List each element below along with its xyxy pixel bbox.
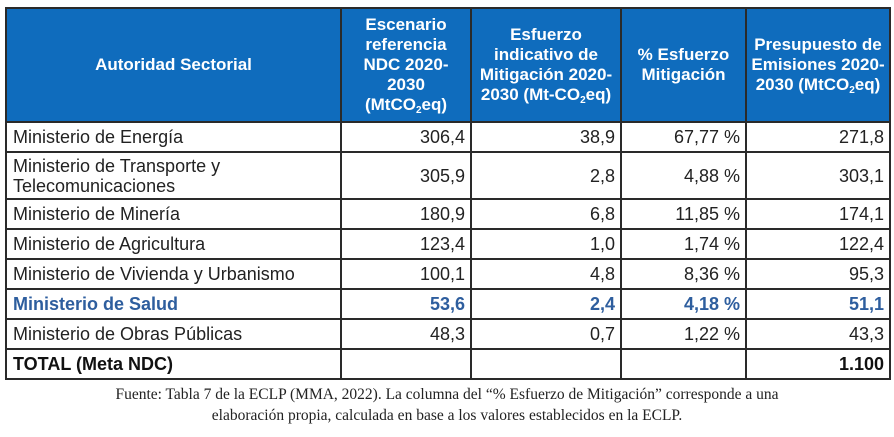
percent-cell: 1,22 % bbox=[620, 318, 747, 350]
reference-cell: 180,9 bbox=[340, 198, 472, 230]
caption-line-1: Fuente: Tabla 7 de la ECLP (MMA, 2022). … bbox=[115, 386, 779, 403]
percent-cell: 1,74 % bbox=[620, 228, 747, 260]
reference-cell: 48,3 bbox=[340, 318, 472, 350]
authority-cell: Ministerio de Salud bbox=[5, 288, 342, 320]
header-emissions-budget: Presupuesto de Emisiones 2020-2030 (MtCO… bbox=[745, 7, 891, 123]
total-effort-cell bbox=[470, 348, 622, 380]
table-row-highlighted: Ministerio de Salud 53,6 2,4 4,18 % 51,1 bbox=[5, 288, 891, 320]
table-row: Ministerio de Energía 306,4 38,9 67,77 %… bbox=[5, 121, 891, 153]
table-row: Ministerio de Transporte y Telecomunicac… bbox=[5, 151, 891, 200]
budget-cell: 95,3 bbox=[745, 258, 891, 290]
budget-cell: 51,1 bbox=[745, 288, 891, 320]
table-row: Ministerio de Obras Públicas 48,3 0,7 1,… bbox=[5, 318, 891, 350]
emissions-budget-table: Autoridad Sectorial Escenario referencia… bbox=[5, 7, 891, 380]
authority-cell: Ministerio de Transporte y Telecomunicac… bbox=[5, 151, 342, 200]
budget-cell: 122,4 bbox=[745, 228, 891, 260]
total-budget-cell: 1.100 bbox=[745, 348, 891, 380]
percent-cell: 11,85 % bbox=[620, 198, 747, 230]
effort-cell: 4,8 bbox=[470, 258, 622, 290]
percent-cell: 4,18 % bbox=[620, 288, 747, 320]
authority-cell: Ministerio de Agricultura bbox=[5, 228, 342, 260]
total-row: TOTAL (Meta NDC) 1.100 bbox=[5, 348, 891, 380]
header-reference-scenario: Escenario referencia NDC 2020-2030 (MtCO… bbox=[340, 7, 472, 123]
budget-cell: 271,8 bbox=[745, 121, 891, 153]
reference-cell: 305,9 bbox=[340, 151, 472, 200]
effort-cell: 38,9 bbox=[470, 121, 622, 153]
reference-cell: 123,4 bbox=[340, 228, 472, 260]
reference-cell: 53,6 bbox=[340, 288, 472, 320]
authority-cell: Ministerio de Obras Públicas bbox=[5, 318, 342, 350]
table-row: Ministerio de Minería 180,9 6,8 11,85 % … bbox=[5, 198, 891, 230]
header-mitigation-effort: Esfuerzo indicativo de Mitigación 2020-2… bbox=[470, 7, 622, 123]
header-authority: Autoridad Sectorial bbox=[5, 7, 342, 123]
authority-cell: Ministerio de Energía bbox=[5, 121, 342, 153]
table-caption: Fuente: Tabla 7 de la ECLP (MMA, 2022). … bbox=[0, 384, 894, 426]
total-label: TOTAL (Meta NDC) bbox=[5, 348, 342, 380]
budget-cell: 174,1 bbox=[745, 198, 891, 230]
effort-cell: 2,8 bbox=[470, 151, 622, 200]
table-row: Ministerio de Agricultura 123,4 1,0 1,74… bbox=[5, 228, 891, 260]
caption-line-2: elaboración propia, calculada en base a … bbox=[211, 407, 683, 424]
budget-cell: 303,1 bbox=[745, 151, 891, 200]
effort-cell: 1,0 bbox=[470, 228, 622, 260]
percent-cell: 67,77 % bbox=[620, 121, 747, 153]
percent-cell: 8,36 % bbox=[620, 258, 747, 290]
total-percent-cell bbox=[620, 348, 747, 380]
reference-cell: 306,4 bbox=[340, 121, 472, 153]
authority-cell: Ministerio de Minería bbox=[5, 198, 342, 230]
effort-cell: 0,7 bbox=[470, 318, 622, 350]
reference-cell: 100,1 bbox=[340, 258, 472, 290]
percent-cell: 4,88 % bbox=[620, 151, 747, 200]
header-percent-effort: % Esfuerzo Mitigación bbox=[620, 7, 747, 123]
budget-cell: 43,3 bbox=[745, 318, 891, 350]
header-row: Autoridad Sectorial Escenario referencia… bbox=[5, 7, 891, 123]
authority-cell: Ministerio de Vivienda y Urbanismo bbox=[5, 258, 342, 290]
total-reference-cell bbox=[340, 348, 472, 380]
effort-cell: 2,4 bbox=[470, 288, 622, 320]
table-row: Ministerio de Vivienda y Urbanismo 100,1… bbox=[5, 258, 891, 290]
effort-cell: 6,8 bbox=[470, 198, 622, 230]
